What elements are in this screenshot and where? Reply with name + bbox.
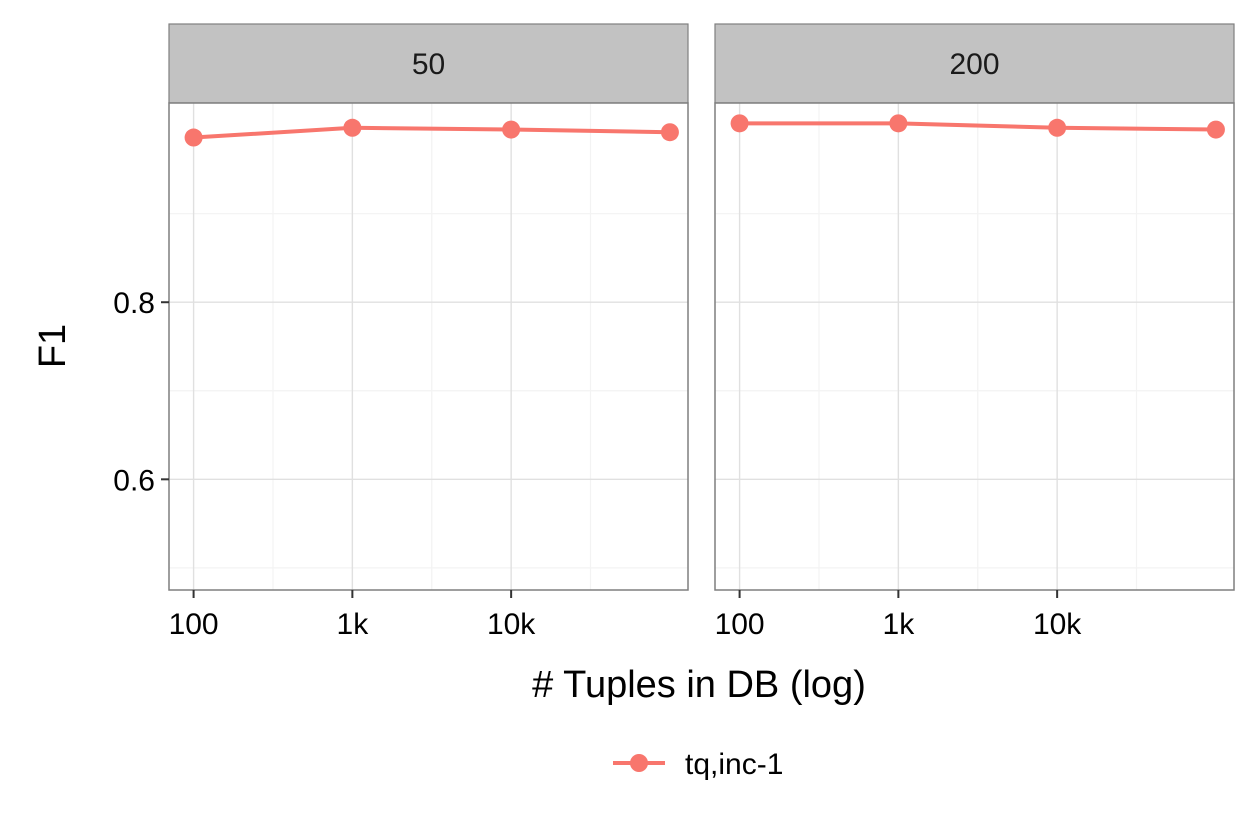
facet-panel-50: 50 100 1k 10k [168,23,689,641]
data-point [1206,120,1225,139]
legend-key-point [630,754,648,772]
y-axis: 0.6 0.8 [113,287,169,497]
data-point [502,120,521,139]
facet-strip [168,23,689,104]
facet-strip [714,23,1235,104]
data-point [184,128,203,147]
facet-strip-label: 50 [412,48,445,81]
x-tick-label: 100 [715,608,765,641]
panel-border [714,102,1235,591]
y-axis-title: F1 [32,324,74,368]
facet-strip-label: 200 [949,48,999,81]
x-tick-label: 100 [169,608,219,641]
legend-label: tq,inc-1 [685,748,783,781]
facet-panel-200: 200 100 1k 10k [714,23,1235,641]
data-point [1048,118,1067,137]
x-axis-title: # Tuples in DB (log) [532,664,866,706]
data-point [343,118,362,137]
x-tick-label: 1k [337,608,370,641]
x-tick-label: 10k [487,608,536,641]
panel-border [168,102,689,591]
x-tick-label: 10k [1033,608,1082,641]
data-point [660,123,679,142]
data-point [889,114,908,133]
data-point [730,114,749,133]
series-line [193,125,670,140]
y-tick-label: 0.8 [113,287,155,320]
x-tick-label: 1k [883,608,916,641]
panel-background [715,103,1234,590]
panel-background [169,103,688,590]
legend: tq,inc-1 [613,748,783,781]
facet-panels: 50 100 1k 10k 200 100 1k 10k [168,23,1235,641]
series-line [739,121,1216,132]
y-tick-label: 0.6 [113,464,155,497]
